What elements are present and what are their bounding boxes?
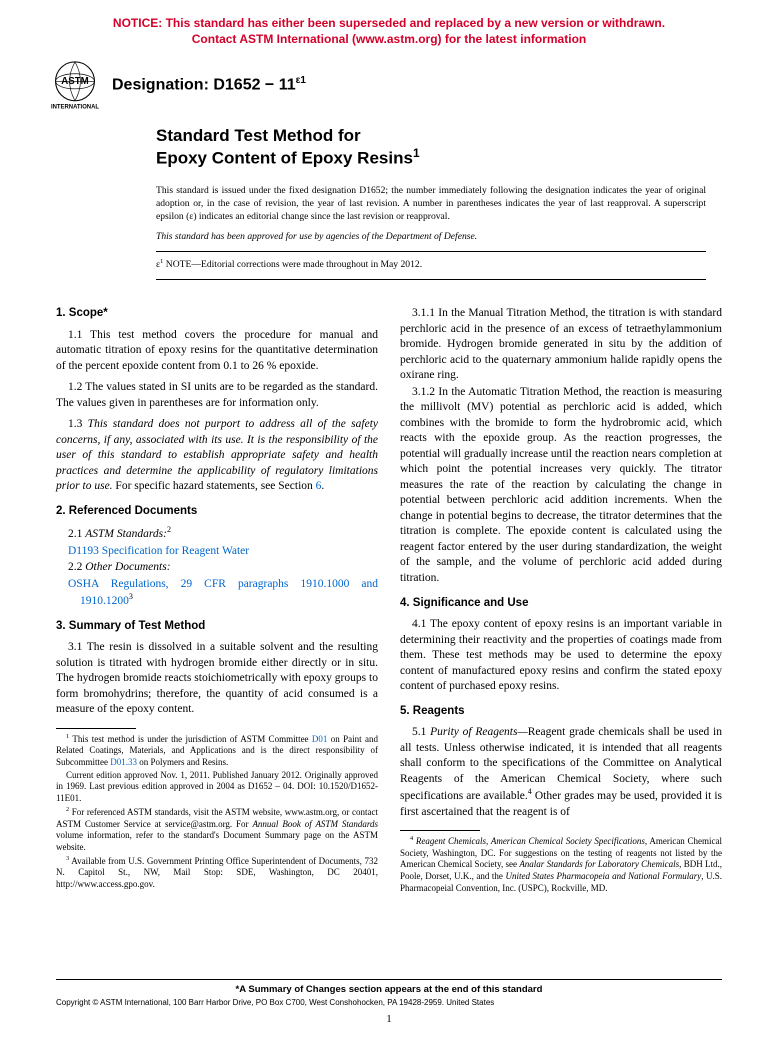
summary-3-1: 3.1 The resin is dissolved in a suitable… bbox=[56, 640, 378, 718]
scope-1-1: 1.1 This test method covers the procedur… bbox=[56, 328, 378, 375]
page-number: 1 bbox=[56, 1013, 722, 1025]
title-line2: Epoxy Content of Epoxy Resins1 bbox=[156, 146, 778, 169]
refdocs-2-2: 2.2 Other Documents: bbox=[56, 560, 378, 576]
footnote-separator-right bbox=[400, 830, 480, 831]
column-right: 3.1.1 In the Manual Titration Method, th… bbox=[400, 297, 722, 895]
column-left: 1. Scope* 1.1 This test method covers th… bbox=[56, 297, 378, 895]
title-line1: Standard Test Method for bbox=[156, 125, 778, 146]
footnote-2: 2 For referenced ASTM standards, visit t… bbox=[56, 806, 378, 854]
reagents-5-1: 5.1 Purity of Reagents—Reagent grade che… bbox=[400, 725, 722, 820]
significance-heading: 4. Significance and Use bbox=[400, 596, 722, 612]
designation: Designation: D1652 − 11ε1 bbox=[112, 75, 306, 94]
summary-3-1-2: 3.1.2 In the Automatic Titration Method,… bbox=[400, 385, 722, 587]
footnote-3: 3 Available from U.S. Government Printin… bbox=[56, 855, 378, 891]
footnote-4: 4 Reagent Chemicals, American Chemical S… bbox=[400, 835, 722, 894]
footnote-1-cont: Current edition approved Nov. 1, 2011. P… bbox=[56, 770, 378, 805]
footnote-1: 1 This test method is under the jurisdic… bbox=[56, 733, 378, 769]
copyright-text: Copyright © ASTM International, 100 Barr… bbox=[56, 998, 722, 1007]
intro-p3: ε1 NOTE—Editorial corrections were made … bbox=[156, 257, 706, 272]
refdocs-heading: 2. Referenced Documents bbox=[56, 504, 378, 520]
page-footer: *A Summary of Changes section appears at… bbox=[0, 979, 778, 1041]
committee-d01-link[interactable]: D01 bbox=[312, 734, 328, 744]
designation-text: Designation: D1652 − 11 bbox=[112, 76, 296, 93]
summary-heading: 3. Summary of Test Method bbox=[56, 619, 378, 635]
notice-line2: Contact ASTM International (www.astm.org… bbox=[192, 32, 586, 46]
title-block: Standard Test Method for Epoxy Content o… bbox=[0, 111, 778, 173]
d1193-link[interactable]: D1193 bbox=[68, 545, 99, 557]
svg-text:INTERNATIONAL: INTERNATIONAL bbox=[51, 104, 99, 110]
summary-3-1-1: 3.1.1 In the Manual Titration Method, th… bbox=[400, 306, 722, 384]
notice-banner: NOTICE: This standard has either been su… bbox=[0, 0, 778, 51]
scope-1-2: 1.2 The values stated in SI units are to… bbox=[56, 380, 378, 411]
scope-heading: 1. Scope* bbox=[56, 306, 378, 322]
header: ASTM INTERNATIONAL Designation: D1652 − … bbox=[0, 51, 778, 111]
subcommittee-link[interactable]: D01.33 bbox=[110, 757, 137, 767]
footnotes-right: 4 Reagent Chemicals, American Chemical S… bbox=[400, 835, 722, 894]
scope-1-3: 1.3 This standard does not purport to ad… bbox=[56, 417, 378, 495]
ref-d1193: D1193 Specification for Reagent Water bbox=[56, 544, 378, 560]
significance-4-1: 4.1 The epoxy content of epoxy resins is… bbox=[400, 617, 722, 695]
refdocs-2-1: 2.1 ASTM Standards:2 bbox=[56, 525, 378, 542]
designation-sup: ε1 bbox=[296, 75, 306, 86]
intro-block: This standard is issued under the fixed … bbox=[0, 173, 778, 280]
summary-changes-note: *A Summary of Changes section appears at… bbox=[56, 984, 722, 995]
title-sup: 1 bbox=[413, 146, 420, 160]
intro-p1: This standard is issued under the fixed … bbox=[156, 185, 706, 224]
svg-text:ASTM: ASTM bbox=[61, 76, 89, 87]
intro-p2: This standard has been approved for use … bbox=[156, 231, 706, 244]
intro-rule1 bbox=[156, 251, 706, 252]
title-text: Epoxy Content of Epoxy Resins bbox=[156, 149, 413, 168]
intro-rule2 bbox=[156, 279, 706, 280]
notice-line1: NOTICE: This standard has either been su… bbox=[113, 16, 665, 30]
footer-rule bbox=[56, 979, 722, 980]
astm-logo: ASTM INTERNATIONAL bbox=[48, 57, 102, 111]
ref-osha[interactable]: OSHA Regulations, 29 CFR paragraphs 1910… bbox=[56, 577, 378, 610]
footnote-separator-left bbox=[56, 728, 136, 729]
footnotes-left: 1 This test method is under the jurisdic… bbox=[56, 733, 378, 891]
reagents-heading: 5. Reagents bbox=[400, 704, 722, 720]
body-columns: 1. Scope* 1.1 This test method covers th… bbox=[0, 285, 778, 895]
